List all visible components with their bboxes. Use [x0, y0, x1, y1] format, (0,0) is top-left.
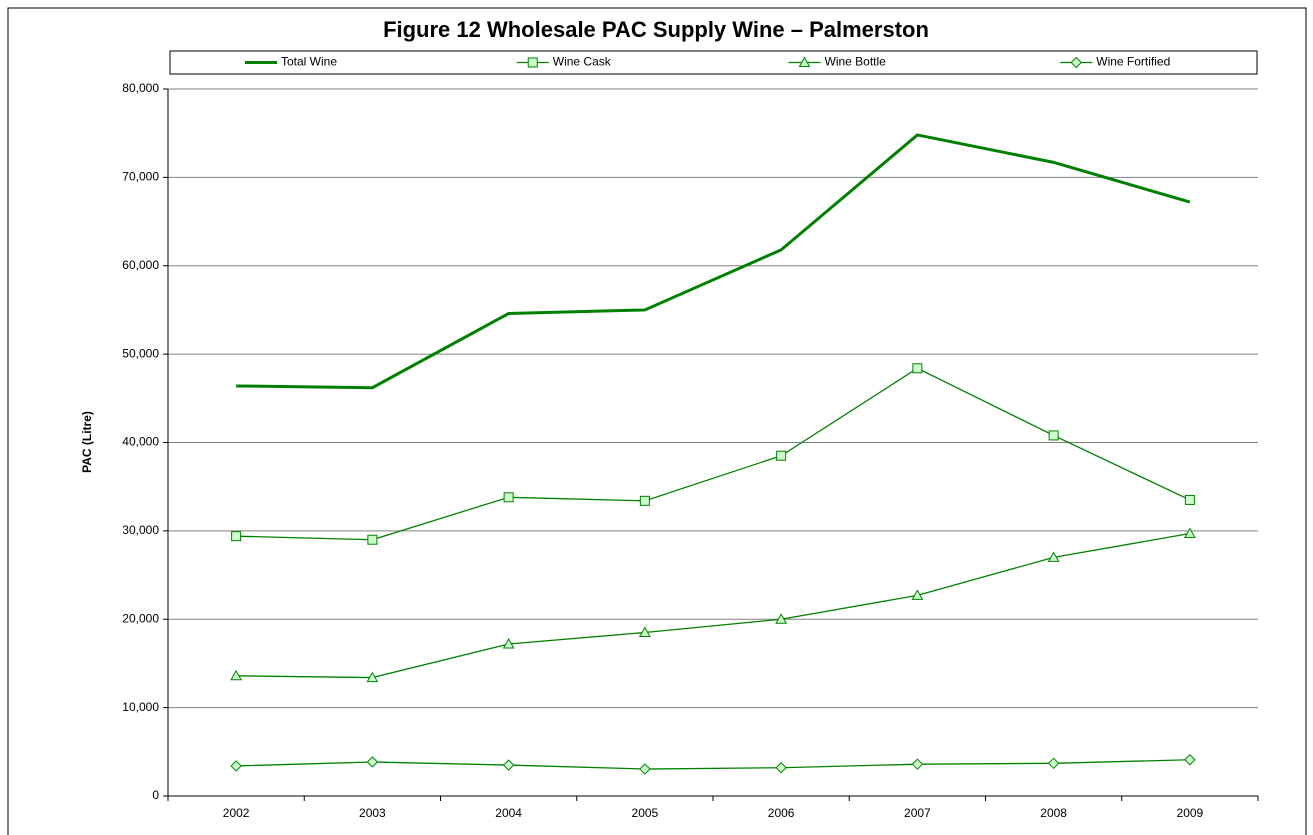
- x-tick-label: 2009: [1177, 806, 1204, 820]
- data-point: [502, 637, 515, 649]
- data-point: [775, 613, 787, 624]
- y-tick-label: 0: [152, 788, 159, 802]
- legend-label: Wine Cask: [553, 55, 612, 69]
- series-line: [236, 133, 1191, 390]
- data-point: [503, 492, 514, 503]
- data-point: [231, 531, 242, 542]
- data-point: [502, 759, 515, 771]
- series-line: [236, 367, 1191, 541]
- legend-marker: [798, 56, 811, 67]
- series-line: [236, 759, 1190, 770]
- data-point: [367, 534, 378, 545]
- y-tick-label: 20,000: [122, 611, 159, 625]
- y-tick-label: 10,000: [122, 700, 159, 714]
- data-point: [230, 760, 242, 772]
- data-point: [775, 762, 787, 774]
- data-point: [1184, 527, 1196, 539]
- y-tick-label: 50,000: [122, 346, 159, 360]
- x-tick-label: 2003: [359, 806, 386, 820]
- data-point: [776, 450, 787, 461]
- x-tick-label: 2008: [1040, 806, 1067, 820]
- data-point: [1047, 757, 1060, 770]
- data-point: [912, 363, 923, 374]
- chart-frame: [7, 7, 1307, 835]
- legend-marker: [527, 57, 538, 68]
- x-tick-label: 2006: [768, 806, 795, 820]
- series-line: [236, 532, 1190, 679]
- x-tick-label: 2002: [223, 806, 250, 820]
- data-point: [366, 756, 379, 768]
- y-tick-label: 70,000: [122, 170, 159, 184]
- x-tick-label: 2005: [632, 806, 659, 820]
- legend-label: Total Wine: [281, 55, 337, 69]
- y-tick-label: 60,000: [122, 258, 159, 272]
- legend-box: [169, 50, 1258, 75]
- y-axis-label: PAC (Litre): [80, 411, 94, 473]
- y-tick-label: 80,000: [122, 81, 159, 95]
- y-tick-label: 40,000: [122, 435, 159, 449]
- legend-marker: [1070, 56, 1082, 69]
- data-point: [639, 763, 651, 775]
- data-point: [639, 495, 650, 506]
- data-point: [1047, 551, 1060, 562]
- data-point: [1184, 754, 1196, 766]
- data-point: [639, 626, 651, 638]
- data-point: [911, 758, 924, 770]
- chart-title: Figure 12 Wholesale PAC Supply Wine – Pa…: [383, 17, 929, 42]
- legend-label: Wine Fortified: [1096, 55, 1170, 69]
- data-point: [1048, 430, 1059, 441]
- data-point: [230, 669, 242, 681]
- y-tick-label: 30,000: [122, 523, 159, 537]
- x-tick-label: 2004: [495, 806, 522, 820]
- data-point: [1184, 494, 1195, 505]
- legend-label: Wine Bottle: [825, 55, 887, 69]
- data-point: [366, 671, 379, 683]
- x-tick-label: 2007: [904, 806, 931, 820]
- data-point: [911, 589, 924, 600]
